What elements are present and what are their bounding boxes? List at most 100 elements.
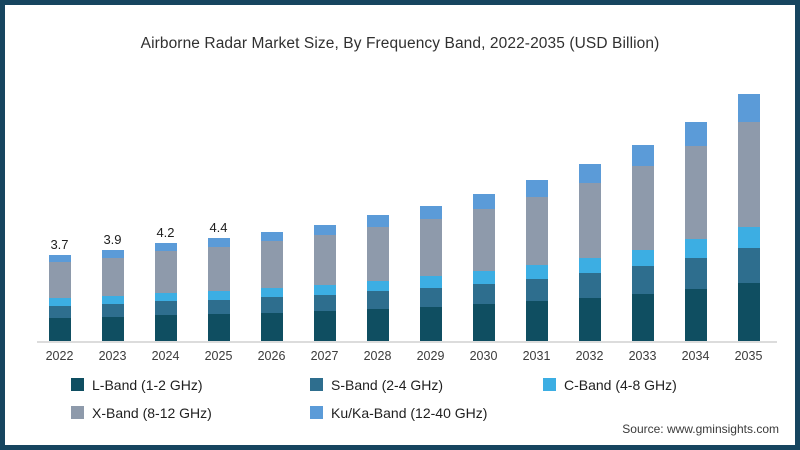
legend-item: S-Band (2-4 GHz)	[310, 375, 543, 394]
bar-slot-2031	[510, 79, 563, 341]
bar-segment	[154, 251, 177, 294]
bar-segment	[578, 258, 601, 274]
bar-segment	[207, 238, 230, 248]
chart-legend: L-Band (1-2 GHz) S-Band (2-4 GHz) C-Band (…	[71, 375, 677, 422]
bar-slot-2030	[457, 79, 510, 341]
bar-segment	[366, 309, 389, 341]
bar-total-label-2025: 4.4	[209, 220, 228, 236]
bar-segment	[737, 93, 760, 122]
bar-segment	[419, 307, 442, 341]
bar-segment	[48, 305, 71, 318]
stacked-bar-2028	[366, 215, 389, 341]
bar-segment	[472, 194, 495, 209]
x-tick-2027: 2027	[310, 349, 339, 363]
bar-segment	[313, 284, 336, 295]
bar-segment	[154, 243, 177, 252]
bar-segment	[419, 288, 442, 307]
bar-segment	[260, 231, 283, 242]
x-tick-2032: 2032	[575, 349, 604, 363]
stacked-bar-2025	[207, 238, 230, 341]
bar-segment	[366, 215, 389, 228]
x-axis-line	[37, 341, 777, 343]
bar-segment	[419, 276, 442, 289]
bar-segment	[207, 299, 230, 315]
x-tick-2033: 2033	[628, 349, 657, 363]
bar-segment	[101, 316, 124, 341]
bar-segment	[684, 239, 707, 259]
bar-segment	[525, 180, 548, 197]
bar-segment	[207, 314, 230, 341]
bar-segment	[260, 312, 283, 341]
x-tick-2028: 2028	[363, 349, 392, 363]
bar-segment	[419, 205, 442, 219]
bar-segment	[578, 164, 601, 183]
bar-segment	[48, 261, 71, 299]
bar-segment	[260, 241, 283, 288]
bar-segment	[101, 304, 124, 317]
stacked-bar-2031	[525, 180, 548, 341]
legend-item: X-Band (8-12 GHz)	[71, 403, 310, 422]
bar-segment	[631, 249, 654, 267]
bar-segment	[154, 293, 177, 302]
stacked-bar-2023	[101, 250, 124, 341]
legend-swatch-icon	[310, 406, 323, 419]
x-tick-2034: 2034	[681, 349, 710, 363]
stacked-bar-2022	[48, 254, 71, 341]
stacked-bar-2035	[737, 93, 760, 341]
bar-segment	[472, 283, 495, 305]
bar-segment	[472, 304, 495, 341]
bar-segment	[154, 315, 177, 341]
legend-swatch-icon	[543, 378, 556, 391]
bar-segment	[525, 301, 548, 341]
bar-segment	[684, 146, 707, 240]
bar-segment	[207, 290, 230, 300]
x-tick-2030: 2030	[469, 349, 498, 363]
bar-segment	[313, 311, 336, 341]
chart-title: Airborne Radar Market Size, By Frequency…	[140, 35, 660, 52]
bar-segment	[154, 301, 177, 316]
x-axis-labels: 2022 2023 2024 2025 2026 2027 2028 2029 2030 2031…	[33, 349, 775, 363]
stacked-bar-2030	[472, 194, 495, 341]
bar-slot-2025: 4.4	[192, 79, 245, 341]
bar-plot-area: 3.7 3.9 4.2 4.4	[33, 79, 775, 341]
stacked-bar-2027	[313, 224, 336, 341]
legend-label: X-Band (8-12 GHz)	[92, 404, 212, 421]
bar-segment	[366, 227, 389, 281]
bar-segment	[313, 224, 336, 236]
bar-segment	[578, 297, 601, 341]
x-tick-2025: 2025	[204, 349, 233, 363]
bar-slot-2022: 3.7	[33, 79, 86, 341]
bar-slot-2034	[669, 79, 722, 341]
bar-segment	[207, 247, 230, 291]
bar-segment	[313, 294, 336, 312]
stacked-bar-2033	[631, 145, 654, 341]
x-tick-2031: 2031	[522, 349, 551, 363]
stacked-bar-2024	[154, 243, 177, 341]
bar-segment	[525, 265, 548, 279]
bar-segment	[260, 287, 283, 298]
bar-slot-2033	[616, 79, 669, 341]
bar-segment	[737, 227, 760, 249]
bar-slot-2024: 4.2	[139, 79, 192, 341]
bar-segment	[366, 291, 389, 310]
legend-item: C-Band (4-8 GHz)	[543, 375, 677, 394]
bar-slot-2028	[351, 79, 404, 341]
bar-segment	[101, 250, 124, 258]
legend-label: L-Band (1-2 GHz)	[92, 376, 203, 393]
bar-segment	[684, 288, 707, 341]
bar-segment	[684, 258, 707, 289]
bar-segment	[101, 257, 124, 297]
bar-segment	[525, 278, 548, 302]
bar-segment	[419, 218, 442, 277]
bar-total-label-2023: 3.9	[103, 232, 122, 248]
bar-slot-2023: 3.9	[86, 79, 139, 341]
bar-segment	[48, 317, 71, 341]
bar-segment	[737, 121, 760, 228]
bar-slot-2029	[404, 79, 457, 341]
legend-label: C-Band (4-8 GHz)	[564, 376, 677, 393]
bar-segment	[578, 182, 601, 259]
bar-segment	[101, 296, 124, 305]
bar-slot-2026	[245, 79, 298, 341]
legend-swatch-icon	[310, 378, 323, 391]
